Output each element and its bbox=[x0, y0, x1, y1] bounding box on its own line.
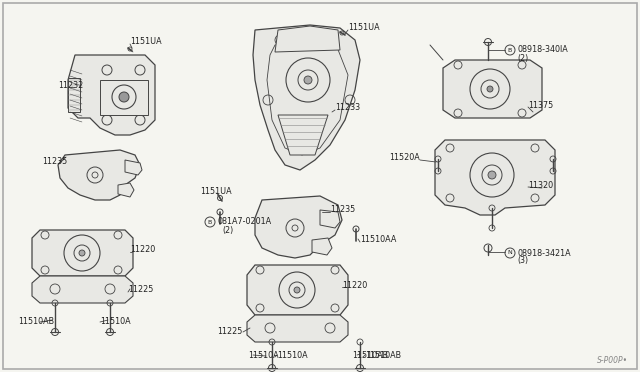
Circle shape bbox=[488, 171, 496, 179]
Text: 11510A: 11510A bbox=[248, 350, 278, 359]
Circle shape bbox=[487, 86, 493, 92]
Polygon shape bbox=[312, 238, 332, 255]
Polygon shape bbox=[32, 276, 133, 303]
Text: 11220: 11220 bbox=[342, 280, 367, 289]
Text: B: B bbox=[508, 48, 512, 52]
Text: B: B bbox=[208, 219, 212, 224]
Circle shape bbox=[119, 92, 129, 102]
Polygon shape bbox=[68, 78, 80, 112]
Text: 08918-340IA: 08918-340IA bbox=[517, 45, 568, 55]
Text: 1151UA: 1151UA bbox=[348, 23, 380, 32]
Text: 11225: 11225 bbox=[128, 285, 154, 295]
Polygon shape bbox=[125, 160, 142, 175]
Text: 11510A: 11510A bbox=[277, 350, 308, 359]
Text: 11232: 11232 bbox=[58, 80, 83, 90]
Circle shape bbox=[79, 250, 85, 256]
Text: 11220: 11220 bbox=[130, 246, 156, 254]
Text: 1151UA: 1151UA bbox=[200, 186, 232, 196]
Polygon shape bbox=[443, 60, 542, 118]
Text: 11235: 11235 bbox=[42, 157, 67, 167]
Text: 11510A: 11510A bbox=[100, 317, 131, 327]
Polygon shape bbox=[255, 196, 342, 258]
Text: 11225: 11225 bbox=[218, 327, 243, 337]
Text: 11235: 11235 bbox=[330, 205, 355, 215]
Text: 081A7-0201A: 081A7-0201A bbox=[217, 218, 271, 227]
Polygon shape bbox=[68, 55, 155, 135]
Circle shape bbox=[304, 76, 312, 84]
Polygon shape bbox=[58, 150, 140, 200]
Polygon shape bbox=[435, 140, 555, 215]
Text: (2): (2) bbox=[222, 225, 233, 234]
Text: 11520A: 11520A bbox=[389, 154, 420, 163]
Text: N: N bbox=[508, 250, 513, 256]
Text: 11510AB: 11510AB bbox=[352, 350, 388, 359]
Text: 11510AB: 11510AB bbox=[365, 350, 401, 359]
Polygon shape bbox=[278, 115, 328, 155]
Polygon shape bbox=[247, 265, 348, 315]
Text: (3): (3) bbox=[517, 257, 528, 266]
Circle shape bbox=[294, 287, 300, 293]
Text: S-P00P•: S-P00P• bbox=[597, 356, 628, 365]
Text: 1151UA: 1151UA bbox=[130, 38, 162, 46]
Polygon shape bbox=[100, 80, 148, 115]
Text: 11510AA: 11510AA bbox=[360, 235, 396, 244]
Text: 11320: 11320 bbox=[528, 180, 553, 189]
Polygon shape bbox=[253, 25, 360, 170]
Polygon shape bbox=[118, 183, 134, 197]
Text: 11375: 11375 bbox=[528, 100, 553, 109]
Polygon shape bbox=[32, 230, 133, 276]
Text: 11510AB: 11510AB bbox=[18, 317, 54, 327]
Text: (2): (2) bbox=[517, 54, 528, 62]
Text: 11233: 11233 bbox=[335, 103, 360, 112]
Polygon shape bbox=[247, 315, 348, 342]
Text: 08918-3421A: 08918-3421A bbox=[517, 248, 571, 257]
Polygon shape bbox=[275, 26, 340, 52]
Polygon shape bbox=[320, 210, 340, 228]
